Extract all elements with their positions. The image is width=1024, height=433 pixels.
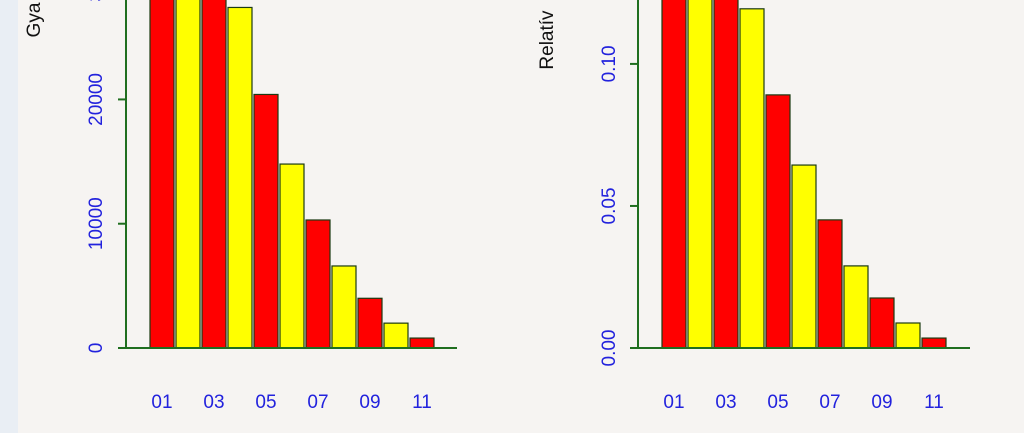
x-tick-label: 03 [715, 392, 736, 413]
x-tick-label: 11 [412, 392, 432, 413]
x-tick-label: 05 [767, 392, 788, 413]
y-tick-label: 30000 [86, 0, 107, 2]
y-tick-label: 10000 [86, 197, 107, 250]
x-tick-label: 01 [151, 392, 172, 413]
bar [253, 93, 279, 349]
bar [409, 337, 435, 349]
bar [843, 265, 869, 349]
x-tick-label: 01 [663, 392, 684, 413]
bar [201, 0, 227, 349]
bar [765, 94, 791, 349]
x-tick-label: 07 [307, 392, 328, 413]
bar [279, 163, 305, 349]
bar [739, 8, 765, 349]
y-tick-label: 20000 [86, 73, 107, 126]
bar [227, 6, 253, 349]
x-tick-label: 03 [203, 392, 224, 413]
bar [383, 322, 409, 349]
bar [817, 219, 843, 349]
bar [791, 164, 817, 349]
bar [713, 0, 739, 349]
x-tick-label: 11 [924, 392, 944, 413]
bar [869, 297, 895, 349]
bar [331, 265, 357, 349]
bar [661, 0, 687, 349]
x-tick-label: 05 [255, 392, 276, 413]
y-tick-label: 0.00 [599, 330, 620, 367]
x-tick-label: 07 [819, 392, 840, 413]
y-axis-label: Gya [24, 2, 45, 37]
y-tick-label: 0.05 [599, 187, 620, 224]
bar [305, 219, 331, 349]
y-axis-label: Relatív [537, 10, 558, 70]
bar [921, 337, 947, 349]
bar [895, 322, 921, 349]
bar [357, 297, 383, 349]
x-tick-label: 09 [359, 392, 380, 413]
bar [175, 0, 201, 349]
y-tick-label: 0.10 [599, 45, 620, 82]
x-tick-label: 09 [871, 392, 892, 413]
bar [687, 0, 713, 349]
bar [149, 0, 175, 349]
y-tick-label: 0 [86, 343, 107, 354]
